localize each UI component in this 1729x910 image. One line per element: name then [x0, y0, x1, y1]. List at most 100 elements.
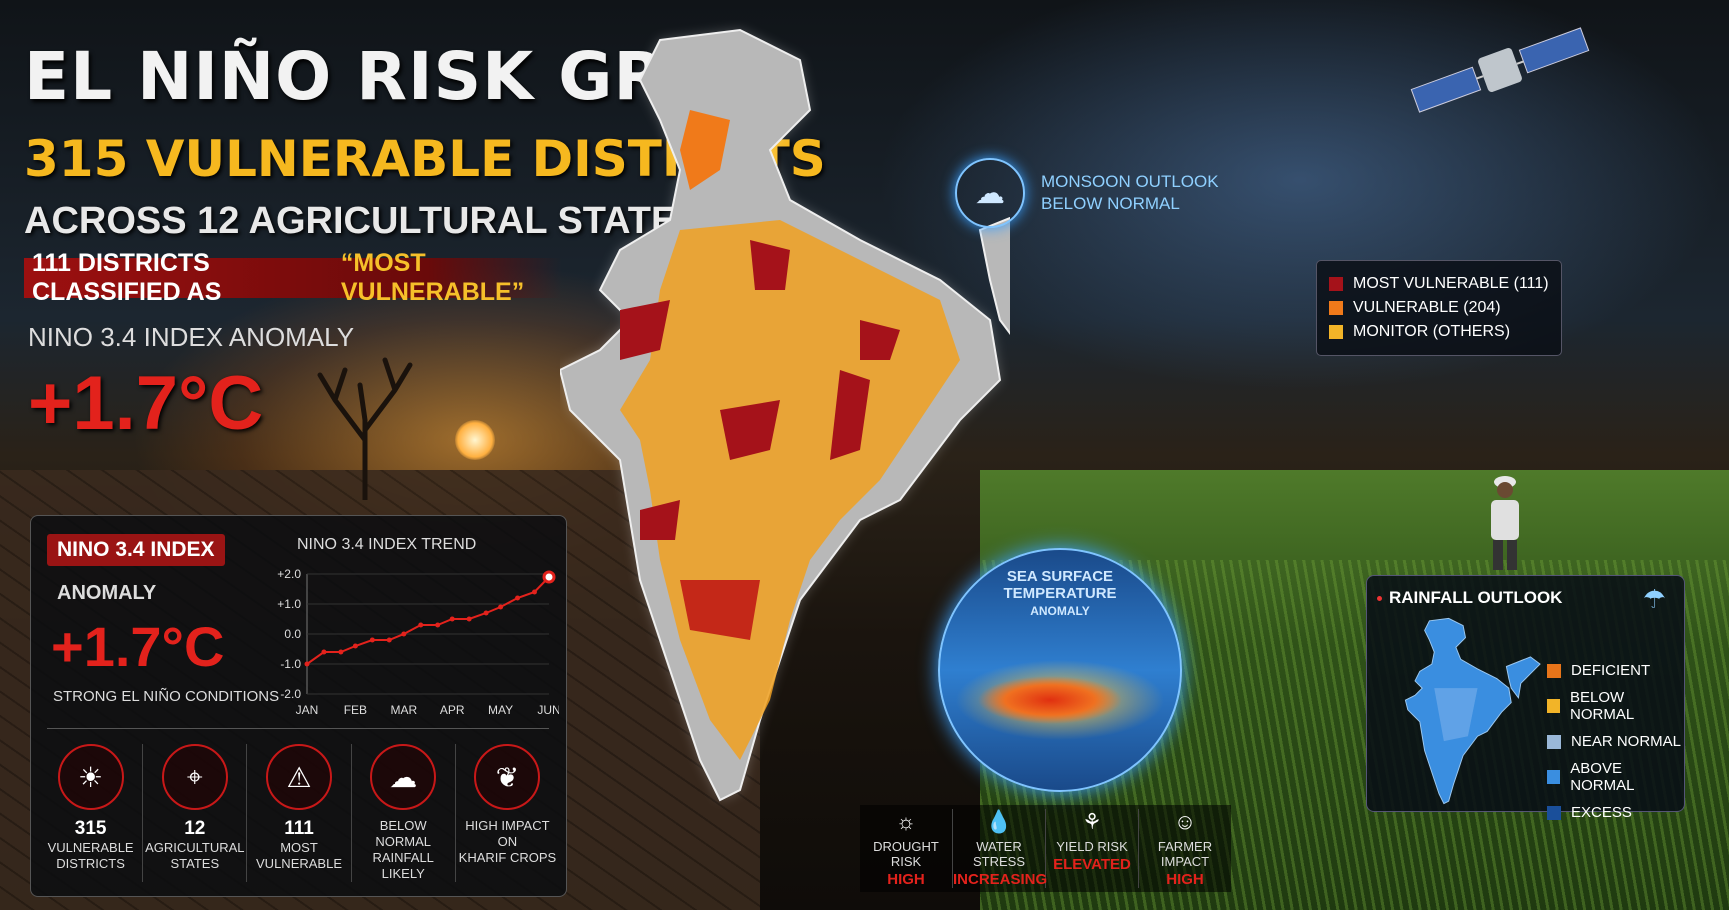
rainfall-map: [1404, 617, 1541, 805]
rainfall-legend-label: NEAR NORMAL: [1571, 733, 1682, 750]
wheat-icon: ⚘: [1082, 809, 1102, 834]
trend-point: [386, 637, 392, 643]
trend-point: [531, 589, 537, 595]
rainfall-legend-item: ABOVE NORMAL: [1547, 760, 1684, 794]
risk-item: ☺ FARMER IMPACT HIGH: [1139, 809, 1231, 888]
vulnerability-legend: MOST VULNERABLE (111) VULNERABLE (204) MON…: [1316, 260, 1562, 356]
trend-point: [338, 649, 344, 655]
risk-status: ELEVATED: [1053, 856, 1131, 873]
stat-text2: RAINFALL LIKELY: [372, 850, 434, 881]
stat-3: ☁ BELOW NORMAL RAINFALL LIKELY: [352, 744, 456, 882]
x-tick-label: FEB: [344, 703, 367, 717]
risk-status: HIGH: [887, 871, 925, 888]
y-tick-label: 0.0: [284, 627, 301, 641]
sst-line3: ANOMALY: [1030, 604, 1090, 618]
rainfall-legend-item: NEAR NORMAL: [1547, 733, 1684, 750]
trend-line: [306, 576, 550, 665]
rain-cloud-icon: ☁: [370, 744, 437, 810]
sprout-icon: ❦: [474, 744, 541, 810]
page-title: EL NIÑO RISK GRID: [24, 38, 747, 115]
rainfall-legend-item: EXCESS: [1547, 804, 1684, 821]
rainfall-swatch: [1547, 663, 1561, 678]
legend-item: MOST VULNERABLE (111): [1329, 275, 1549, 293]
sst-line2: TEMPERATURE: [1003, 585, 1117, 602]
risk-status: INCREASING: [953, 871, 1048, 888]
monsoon-line1: MONSOON OUTLOOK: [1041, 172, 1219, 191]
stat-text1: AGRICULTURAL: [145, 840, 245, 855]
trend-point: [466, 616, 472, 622]
trend-point: [498, 604, 504, 610]
rainfall-legend-label: DEFICIENT: [1571, 662, 1651, 679]
sunset-sun: [455, 420, 495, 460]
stat-text2: STATES: [170, 856, 220, 871]
risk-label: DROUGHT RISK: [873, 839, 939, 869]
farmer-figure: [1491, 476, 1519, 570]
banner-prefix: 111 DISTRICTS CLASSIFIED AS: [32, 249, 222, 306]
condition-text: STRONG EL NIÑO CONDITIONS: [53, 688, 280, 705]
stat-0: ☀ 315 VULNERABLE DISTRICTS: [39, 744, 144, 882]
anomaly-label: NINO 3.4 INDEX ANOMALY: [28, 322, 355, 352]
nino-index-panel: NINO 3.4 INDEX ANOMALY +1.7°C STRONG EL …: [30, 515, 567, 897]
monsoon-outlook: ☁ MONSOON OUTLOOK BELOW NORMAL: [955, 158, 1219, 228]
satellite-icon: [1410, 27, 1590, 113]
banner-highlight: “MOST VULNERABLE”: [340, 249, 525, 306]
x-tick-label: JUN: [537, 703, 559, 717]
stat-number: 111: [284, 818, 314, 839]
trend-point: [321, 649, 327, 655]
panel-anomaly-label: ANOMALY: [57, 582, 157, 604]
rainfall-legend-label: ABOVE NORMAL: [1570, 760, 1635, 794]
rainfall-swatch: [1547, 734, 1561, 749]
risk-label: WATER STRESS: [972, 839, 1025, 869]
water-drop-icon: 💧: [985, 809, 1013, 834]
farmer-icon: ☺: [1173, 809, 1197, 834]
risk-item: 💧 WATER STRESS INCREASING: [953, 809, 1048, 888]
index-badge: NINO 3.4 INDEX: [47, 534, 225, 566]
stat-2: ⚠ 111 MOST VULNERABLE: [247, 744, 352, 882]
trend-point: [435, 622, 441, 628]
legend-swatch: [1329, 301, 1343, 315]
most-vulnerable-banner: 111 DISTRICTS CLASSIFIED AS “MOST VULNER…: [24, 249, 562, 306]
anomaly-value: +1.7°C: [28, 361, 264, 446]
rain-cloud-icon: ☂: [1642, 584, 1666, 614]
rainfall-legend-item: DEFICIENT: [1547, 662, 1684, 679]
sst-line1: SEA SURFACE: [1006, 568, 1114, 585]
warning-icon: ⚠: [266, 744, 332, 810]
trend-point: [401, 631, 407, 637]
stat-text1: HIGH IMPACT ON: [465, 818, 550, 849]
legend-swatch: [1329, 277, 1343, 291]
trend-point: [515, 595, 521, 601]
trend-point: [483, 610, 489, 616]
stat-text2: VULNERABLE: [256, 856, 342, 871]
sun-icon: ☼: [895, 809, 917, 834]
risk-item: ⚘ YIELD RISK ELEVATED: [1046, 809, 1139, 888]
stat-text2: KHARIF CROPS: [458, 850, 557, 865]
rainfall-outlook-panel: RAINFALL OUTLOOK ☂ DEFICIENT BELOW NORMAL…: [1366, 575, 1685, 821]
stat-4: ❦ HIGH IMPACT ON KHARIF CROPS: [456, 744, 559, 882]
risk-label: YIELD RISK: [1056, 839, 1128, 854]
stat-text1: MOST: [280, 840, 318, 855]
risk-label: FARMER IMPACT: [1157, 839, 1213, 869]
stat-text1: VULNERABLE: [47, 840, 134, 855]
rainfall-legend-item: BELOW NORMAL: [1547, 689, 1684, 723]
y-tick-label: +1.0: [277, 597, 301, 611]
legend-item: MONITOR (OTHERS): [1329, 323, 1549, 341]
cloud-download-icon: ☁: [955, 158, 1025, 228]
rainfall-legend-label: EXCESS: [1571, 804, 1632, 821]
risk-item: ☼ DROUGHT RISK HIGH: [860, 809, 953, 888]
solar-panel-icon: ☀: [57, 744, 124, 810]
dead-tree-illustration: [317, 357, 413, 500]
legend-swatch: [1329, 325, 1343, 339]
trend-point: [304, 661, 310, 667]
trend-point: [369, 637, 375, 643]
legend-item: VULNERABLE (204): [1329, 299, 1549, 317]
rainfall-swatch: [1547, 805, 1561, 820]
x-tick-label: JAN: [296, 703, 319, 717]
y-tick-label: +2.0: [277, 567, 301, 581]
trend-point: [418, 622, 424, 628]
y-tick-label: -1.0: [280, 657, 301, 671]
y-tick-label: -2.0: [280, 687, 301, 701]
agricultural-states-headline: ACROSS 12 AGRICULTURAL STATES: [24, 200, 702, 242]
trend-chart-title: NINO 3.4 INDEX TREND: [297, 536, 477, 553]
rainfall-title: RAINFALL OUTLOOK: [1389, 588, 1563, 607]
stat-text1: BELOW NORMAL: [375, 818, 432, 849]
